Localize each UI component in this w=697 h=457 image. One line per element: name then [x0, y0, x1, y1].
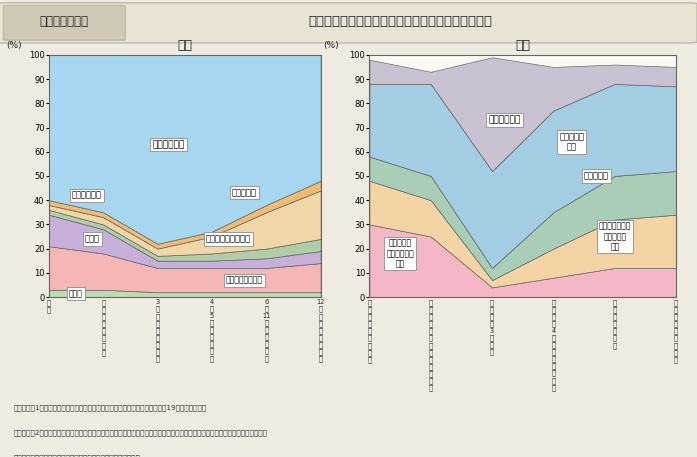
Text: 自営・家族従業等: 自営・家族従業等: [226, 276, 263, 285]
Text: 結
婚
し
て
子
ど
も
が
い
な
い
場
合: 結 婚 し て 子 ど も が い な い 場 合: [429, 299, 433, 391]
Text: 第１－３－３図: 第１－３－３図: [40, 16, 89, 28]
Text: パート・アルバイト: パート・アルバイト: [206, 234, 251, 244]
Text: 既
婚
・
子
ど
も
な
し: 既 婚 ・ 子 ど も な し: [101, 299, 105, 356]
Text: 短時間勤務: 短時間勤務: [584, 171, 609, 181]
Title: 現実: 現実: [177, 39, 192, 52]
Text: その他: その他: [69, 289, 83, 298]
Text: 2．「自営・家族従業等」には，「自ら起業・自営業」，「自営の家族従業者」を含み，「契約・派遣等」には，「有: 2．「自営・家族従業等」には，「自ら起業・自営業」，「自営の家族従業者」を含み，…: [14, 430, 268, 436]
Text: 6
〜
11
歳
・
子
ど
も
が: 6 〜 11 歳 ・ 子 ど も が: [262, 299, 270, 361]
Text: 女性のライフステージに応じた働き方の希望と現実: 女性のライフステージに応じた働き方の希望と現実: [309, 16, 493, 28]
Text: 残業もある
フルタイムの
仕事: 残業もある フルタイムの 仕事: [386, 239, 414, 268]
FancyBboxPatch shape: [0, 3, 697, 43]
Text: 3
歳
以
下
・
子
ど
も
が: 3 歳 以 下 ・ 子 ど も が: [155, 299, 160, 362]
Text: 未
婚: 未 婚: [47, 299, 51, 313]
Text: 家でできる
仕事: 家でできる 仕事: [559, 133, 584, 152]
Text: 働いていない: 働いていない: [152, 140, 185, 149]
Text: 結
婚
し
て
い
な
い
場
合: 結 婚 し て い な い 場 合: [367, 299, 372, 363]
Text: 12
歳
以
上
・
子
ど
も
が: 12 歳 以 上 ・ 子 ど も が: [316, 299, 325, 362]
Text: (%): (%): [323, 41, 339, 50]
Text: 正社員: 正社員: [85, 234, 100, 244]
Text: 子
ど
も
が
4
歳
〜
小
学
校
入
学
前: 子 ど も が 4 歳 〜 小 学 校 入 学 前: [551, 299, 556, 391]
Text: 子
ど
も
が
3
歳
以
下: 子 ど も が 3 歳 以 下: [490, 299, 494, 355]
Title: 希望: 希望: [515, 39, 530, 52]
Text: (%): (%): [6, 41, 22, 50]
FancyBboxPatch shape: [3, 5, 125, 40]
Text: 子
ど
も
が
小
学
生: 子 ど も が 小 学 生: [613, 299, 617, 349]
Text: 子
ど
も
が
中
学
生
以
上: 子 ど も が 中 学 生 以 上: [674, 299, 678, 363]
Text: 在宅・内職: 在宅・内職: [232, 188, 257, 197]
Text: （備考）　1．内閣府「女性のライフプランニング支援に関する調査」（平成19年）より作成。: （備考） 1．内閣府「女性のライフプランニング支援に関する調査」（平成19年）よ…: [14, 404, 207, 411]
Text: 期契約社員，委託職員」，「派遣社員」を含む。: 期契約社員，委託職員」，「派遣社員」を含む。: [14, 455, 141, 457]
Text: 契約・派遣等: 契約・派遣等: [72, 191, 102, 200]
Text: フルタイムだが
残業のない
仕事: フルタイムだが 残業のない 仕事: [599, 222, 631, 251]
Text: 4
・
5
歳
・
子
ど
も
が: 4 ・ 5 歳 ・ 子 ど も が: [210, 299, 214, 361]
Text: 働きたくない: 働きたくない: [488, 116, 521, 125]
